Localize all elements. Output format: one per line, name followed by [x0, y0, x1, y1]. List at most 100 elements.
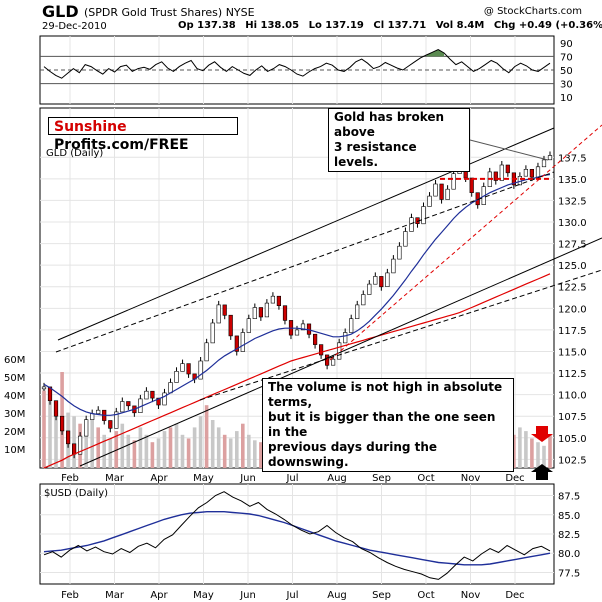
rsi-y-tick-label: 70 — [560, 52, 573, 63]
chart-date: 29-Dec-2010 — [42, 21, 107, 32]
volume-bar — [235, 431, 239, 468]
price-candle — [547, 155, 553, 161]
quote-change: Chg +0.49 (+0.36%) — [493, 20, 602, 31]
price-y-tick-label: 132.5 — [558, 196, 587, 207]
volume-bar — [241, 423, 245, 468]
site-credit: @ StockCharts.com — [483, 6, 582, 17]
volume-bar — [102, 434, 106, 468]
quote-high: Hi 138.05 — [245, 20, 300, 31]
price-y-tick-label: 125.0 — [558, 261, 587, 272]
price-ma50-line — [43, 173, 551, 416]
logo-part-site: Profits.com/FREE — [54, 137, 189, 153]
price-candle — [246, 318, 251, 333]
red-dashed-trendline — [329, 124, 602, 361]
price-candle — [505, 164, 510, 174]
logo-part-sunshine: Sunshine — [54, 119, 127, 135]
volume-bar — [144, 434, 149, 468]
volume-bar — [48, 397, 52, 468]
volume-bar — [96, 427, 100, 468]
usd-x-tick-label: Aug — [327, 590, 347, 601]
rsi-y-tick-label: 10 — [560, 93, 573, 104]
price-x-tick-label: Mar — [105, 473, 125, 484]
price-y-tick-label: 117.5 — [558, 326, 587, 337]
volume-annotation-line-1: The volume is not high in absolute terms… — [268, 380, 503, 409]
price-candle — [318, 344, 324, 356]
volume-bar — [524, 431, 528, 468]
price-y-tick-label: 130.0 — [558, 218, 587, 229]
usd-y-tick-label: 82.5 — [558, 530, 580, 541]
red-down-arrow — [531, 426, 553, 442]
price-candle — [222, 304, 227, 316]
rsi-overbought-fill — [426, 49, 445, 57]
price-candle — [150, 390, 155, 399]
price-candle — [144, 390, 149, 400]
volume-bar — [210, 420, 215, 468]
sunshine-profits-logo[interactable]: Sunshine Profits.com/FREE — [48, 117, 238, 153]
price-candle — [427, 195, 432, 207]
price-candle — [72, 443, 77, 455]
volume-bar — [228, 438, 233, 468]
price-candle — [264, 302, 270, 318]
price-candle — [343, 332, 348, 344]
price-candle — [349, 318, 354, 333]
price-x-tick-label: Sep — [372, 473, 391, 484]
price-candle — [385, 272, 390, 287]
price-candle — [108, 420, 113, 429]
price-candle — [523, 169, 528, 177]
price-x-tick-label: Dec — [505, 473, 524, 484]
volume-bar — [72, 416, 76, 468]
quote-open: Op 137.38 — [178, 20, 236, 31]
price-x-tick-label: Feb — [61, 473, 79, 484]
price-candle — [312, 333, 318, 345]
price-candle — [282, 305, 288, 321]
volume-bar — [198, 416, 203, 468]
price-x-tick-label: May — [193, 473, 214, 484]
price-candle — [174, 370, 179, 383]
price-candle — [529, 169, 534, 178]
volume-annotation-line-2: but it is bigger than the one seen in th… — [268, 410, 496, 439]
price-candle — [403, 231, 408, 247]
price-candle — [156, 397, 161, 406]
quote-close: Cl 137.71 — [373, 20, 427, 31]
rsi-y-tick-label: 50 — [560, 66, 573, 77]
price-x-tick-label: Jun — [239, 473, 256, 484]
upper-dashed-channel-line — [55, 171, 555, 353]
quote-volume: Vol 8.4M — [435, 20, 485, 31]
usd-y-tick-label: 87.5 — [558, 492, 580, 503]
volume-bar — [168, 427, 173, 468]
price-candle — [306, 323, 312, 335]
price-candle — [499, 164, 504, 181]
volume-bar — [90, 420, 94, 468]
price-candle — [330, 358, 336, 366]
volume-bar — [204, 405, 209, 468]
usd-ma-line — [43, 511, 551, 566]
volume-y-tick-label: 40M — [4, 391, 25, 402]
price-panel-title: GLD (Daily) — [46, 148, 103, 159]
price-candle — [47, 386, 53, 401]
price-y-tick-label: 112.5 — [558, 369, 587, 380]
price-candle — [240, 332, 245, 352]
usd-y-tick-label: 80.0 — [558, 549, 580, 560]
volume-bar — [186, 438, 191, 468]
price-candle — [216, 304, 221, 324]
volume-y-tick-label: 60M — [4, 355, 25, 366]
price-y-tick-label: 102.5 — [558, 455, 587, 466]
usd-x-tick-label: Apr — [150, 590, 168, 601]
quote-strip: Op 137.38 Hi 138.05 Lo 137.19 Cl 137.71 … — [178, 20, 602, 31]
usd-x-tick-label: Jul — [285, 590, 298, 601]
price-candle — [180, 363, 185, 372]
volume-y-tick-label: 50M — [4, 373, 25, 384]
volume-bar — [216, 427, 221, 468]
price-candle — [78, 435, 83, 455]
rsi-line — [43, 49, 551, 79]
price-x-tick-label: Jul — [285, 473, 298, 484]
price-candle — [469, 177, 474, 193]
resistance-annotation: Gold has broken above 3 resistance level… — [328, 108, 470, 172]
usd-x-tick-label: Feb — [61, 590, 79, 601]
price-x-tick-label: Apr — [150, 473, 168, 484]
price-y-tick-label: 127.5 — [558, 240, 587, 251]
upper-channel-line — [57, 127, 555, 341]
volume-annotation: The volume is not high in absolute terms… — [262, 378, 514, 472]
price-candle — [186, 363, 191, 375]
